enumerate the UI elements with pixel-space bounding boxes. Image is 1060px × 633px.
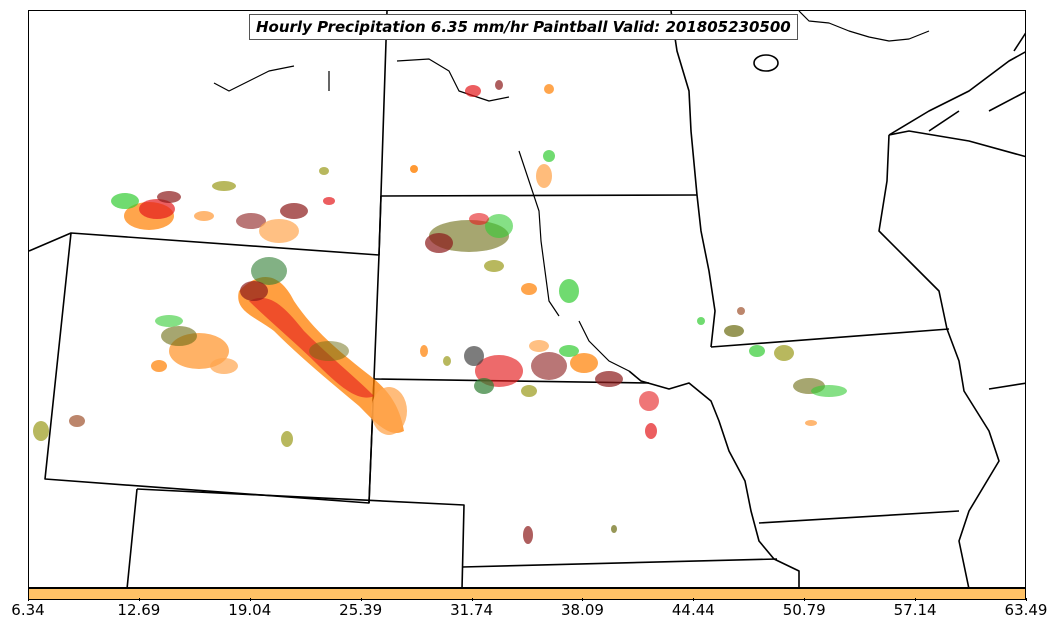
precip-cell (210, 358, 238, 374)
precipitation-map (29, 11, 1025, 587)
colorbar (28, 588, 1026, 600)
precip-cell (521, 385, 537, 397)
precip-cell (570, 353, 598, 373)
precip-cell (425, 233, 453, 253)
colorbar-tick-mark (28, 598, 29, 601)
colorbar-tick-label: 50.79 (782, 601, 826, 619)
colorbar-tick-mark (582, 598, 584, 601)
precip-cell (139, 199, 175, 219)
precip-cell (484, 260, 504, 272)
precip-cell (529, 340, 549, 352)
lake-superior (888, 32, 1025, 136)
precip-cell (774, 345, 794, 361)
colorbar-tick-mark (693, 598, 695, 601)
colorbar-tick-mark (1026, 598, 1027, 601)
river-mississippi (878, 134, 1000, 587)
precip-cell (811, 385, 847, 397)
precip-cell (639, 391, 659, 411)
precip-cell (523, 526, 533, 544)
state-line-nd-sd (380, 194, 698, 197)
state-line-nm-ok (136, 488, 465, 587)
lake-small (213, 65, 330, 92)
precip-cell (485, 214, 513, 238)
colorbar-tick-mark (804, 598, 806, 601)
precip-cell (33, 421, 49, 441)
precip-cell (611, 525, 617, 533)
precip-cell (544, 84, 554, 94)
precip-cell (559, 279, 579, 303)
precip-cell (410, 165, 418, 173)
river-red (670, 11, 716, 348)
precip-cell (465, 85, 481, 97)
precip-cell (464, 346, 484, 366)
colorbar-tick-label: 12.69 (117, 601, 161, 619)
precip-cell (559, 345, 579, 357)
precip-cell (474, 378, 494, 394)
precip-cell (69, 415, 85, 427)
colorbar-tick-label: 31.74 (450, 601, 494, 619)
state-line-wi (888, 130, 1025, 158)
precip-cell (697, 317, 705, 325)
state-line-nm (126, 488, 138, 587)
precipitation-cells (33, 80, 847, 544)
precip-cell (469, 213, 489, 225)
precip-cell (309, 341, 349, 361)
precip-cell (443, 356, 451, 366)
precip-cell (161, 326, 197, 346)
precip-cell (251, 257, 287, 285)
river-dakotas (396, 58, 630, 372)
precip-cell (749, 345, 765, 357)
state-line-il-wi (988, 382, 1025, 390)
precip-cell (323, 197, 335, 205)
colorbar-tick-mark (138, 598, 140, 601)
precip-cell (280, 203, 308, 219)
precip-cell (543, 150, 555, 162)
precip-cell (645, 423, 657, 439)
colorbar-tick-label: 19.04 (228, 601, 272, 619)
precip-cell (111, 193, 139, 209)
state-line-wy-mt (29, 11, 388, 256)
map-title: Hourly Precipitation 6.35 mm/hr Paintbal… (249, 14, 798, 40)
precip-cell (319, 167, 329, 175)
precip-cell (212, 181, 236, 191)
colorbar-tick-mark (249, 598, 251, 601)
precip-cell (194, 211, 214, 221)
state-line-sd-ne (378, 195, 382, 256)
map-panel (28, 10, 1026, 588)
colorbar-tick-label: 6.34 (11, 601, 45, 619)
state-line-ks-ok (461, 558, 778, 568)
precip-cell (495, 80, 503, 90)
precip-cell (420, 345, 428, 357)
precip-cell (536, 164, 552, 188)
state-boundaries (29, 11, 1025, 587)
colorbar-tick-label: 44.44 (671, 601, 715, 619)
precip-cell (531, 352, 567, 380)
lake-red (753, 54, 779, 72)
precip-cell (155, 315, 183, 327)
colorbar-tick-mark (915, 598, 917, 601)
state-line-mo-ia (758, 510, 960, 524)
precip-cell (737, 307, 745, 315)
precip-cell (236, 213, 266, 229)
precip-cell (805, 420, 817, 426)
precip-cell (259, 219, 299, 243)
precip-cell (157, 191, 181, 203)
precip-cell (595, 371, 623, 387)
colorbar-tick-label: 63.49 (1004, 601, 1048, 619)
precip-cell (724, 325, 744, 337)
colorbar-tick-mark (471, 598, 473, 601)
state-line-ia-mn (710, 328, 950, 348)
precip-cell (521, 283, 537, 295)
precip-cell (371, 387, 407, 435)
colorbar-tick-label: 38.09 (560, 601, 604, 619)
colorbar-tick-mark (360, 598, 362, 601)
colorbar-tick-label: 25.39 (339, 601, 383, 619)
colorbar-tick-label: 57.14 (893, 601, 937, 619)
precip-cell (281, 431, 293, 447)
river-missouri (628, 370, 800, 587)
precip-cell (151, 360, 167, 372)
precip-cell (240, 281, 268, 301)
lake-woods (798, 11, 930, 42)
